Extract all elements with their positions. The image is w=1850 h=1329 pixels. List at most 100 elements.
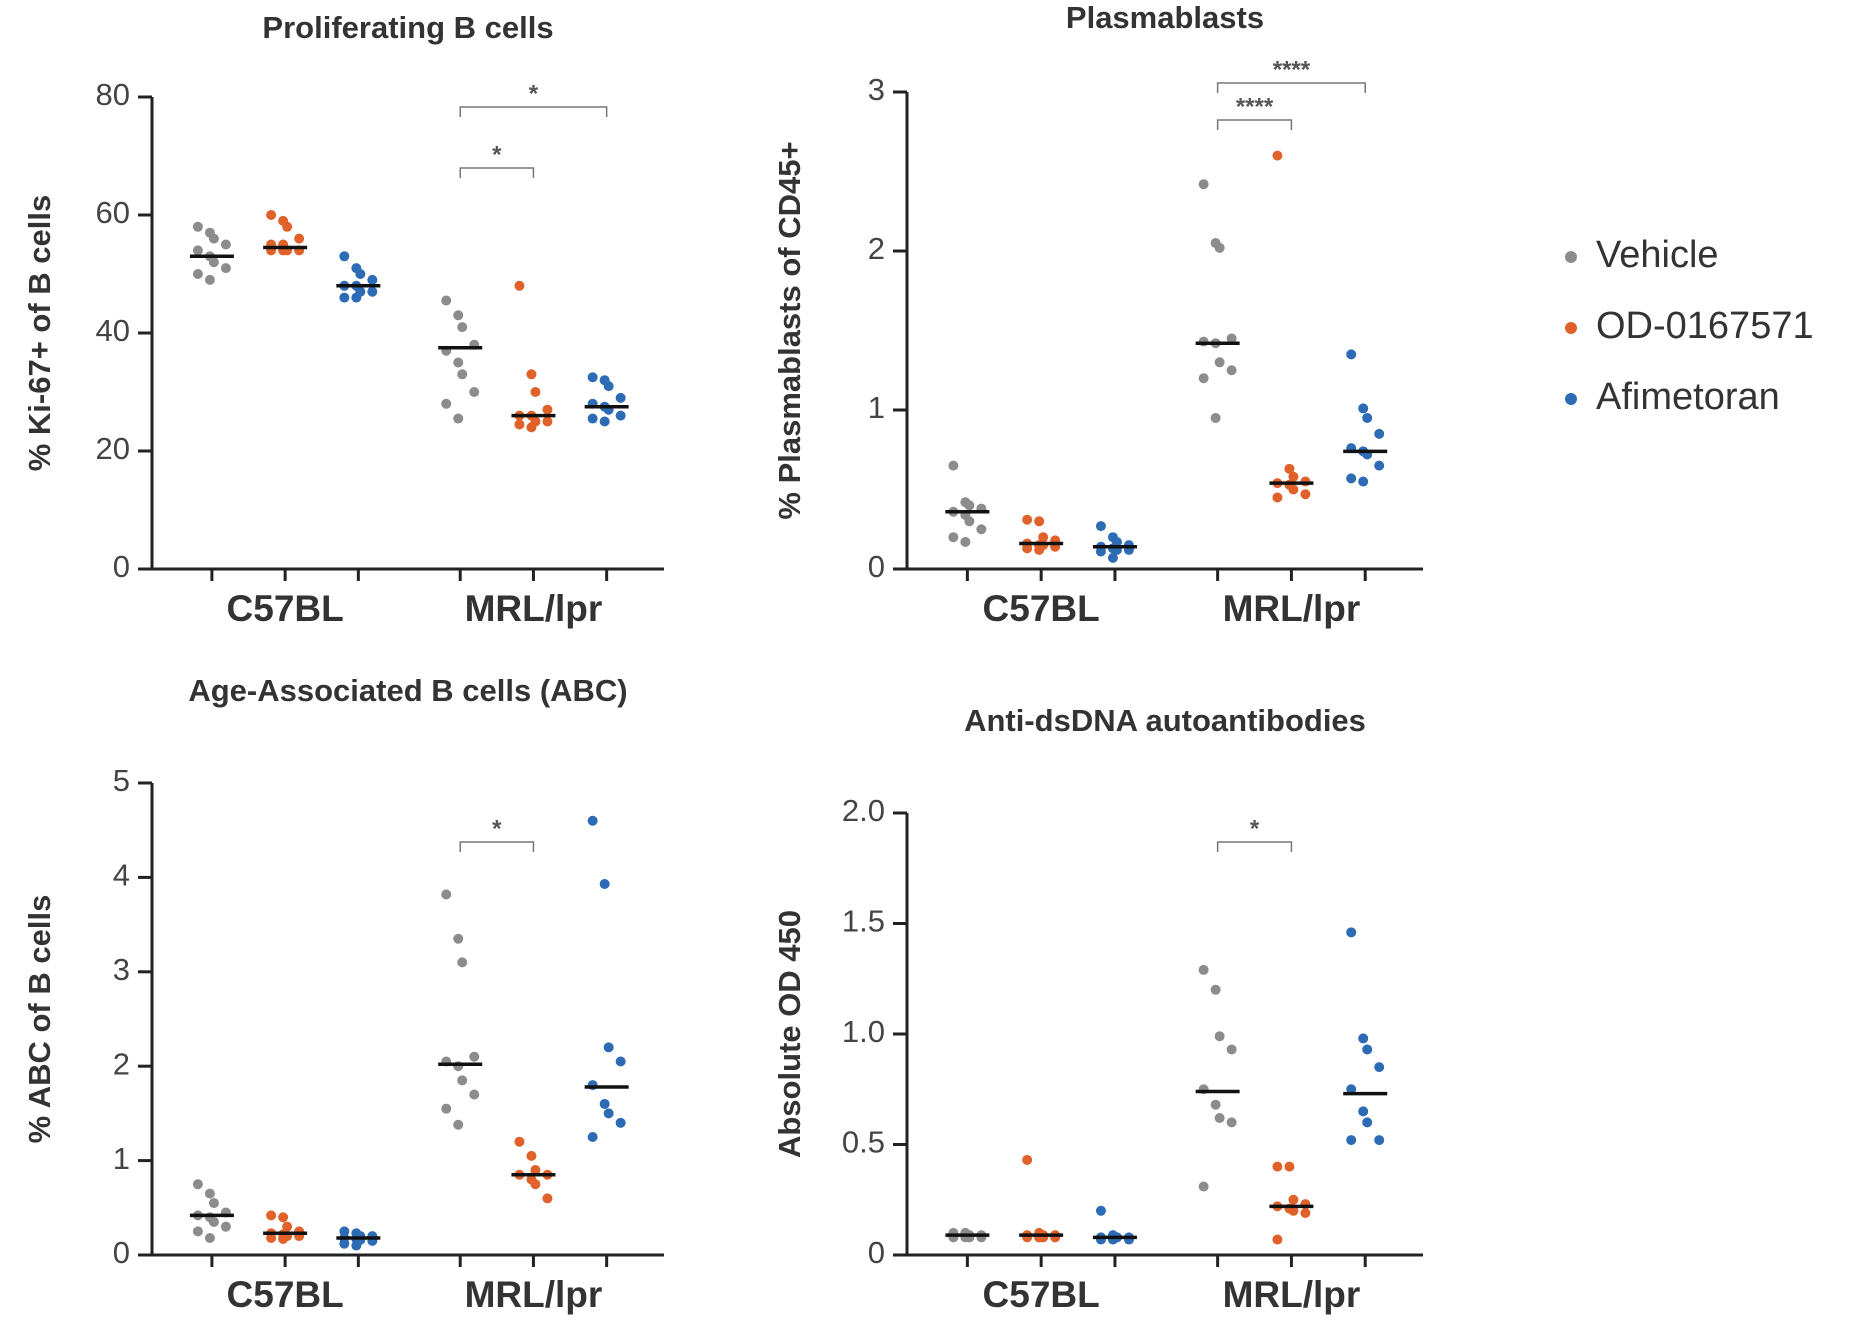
data-point xyxy=(1272,492,1283,503)
data-point xyxy=(1288,471,1299,482)
data-point xyxy=(1300,489,1311,500)
data-point xyxy=(1107,552,1118,563)
data-point xyxy=(530,1165,541,1176)
data-point xyxy=(1358,1033,1369,1044)
y-tick-label: 4 xyxy=(113,858,130,893)
data-point xyxy=(1362,1117,1373,1128)
data-point xyxy=(587,815,598,826)
data-point xyxy=(1214,357,1225,368)
data-point xyxy=(1362,1044,1373,1055)
data-point xyxy=(1095,1205,1106,1216)
data-point xyxy=(441,889,452,900)
significance-bracket xyxy=(1216,82,1366,93)
data-point xyxy=(469,1051,480,1062)
data-point xyxy=(514,1136,525,1147)
x-tick-label: MRL/lpr xyxy=(1223,588,1361,629)
data-point xyxy=(964,500,975,511)
data-point xyxy=(351,292,362,303)
data-point xyxy=(1346,473,1357,484)
data-point xyxy=(1300,1208,1311,1219)
data-point xyxy=(1346,927,1357,938)
significance-label: **** xyxy=(1236,93,1274,120)
data-point xyxy=(457,322,468,333)
data-point xyxy=(192,1179,203,1190)
data-point xyxy=(220,1221,231,1232)
data-point xyxy=(1346,349,1357,360)
data-point xyxy=(1272,150,1283,161)
y-tick-label: 40 xyxy=(96,313,130,348)
data-point xyxy=(603,1108,614,1119)
data-point xyxy=(1272,1234,1283,1245)
data-point xyxy=(615,410,626,421)
chart-title: Age-Associated B cells (ABC) xyxy=(188,673,627,708)
data-point xyxy=(469,387,480,397)
data-point xyxy=(1022,1154,1033,1165)
data-point xyxy=(1210,1099,1221,1110)
data-point xyxy=(599,879,610,890)
data-point xyxy=(1358,476,1369,487)
data-point xyxy=(1210,984,1221,995)
y-tick-label: 1 xyxy=(113,1141,130,1176)
data-point xyxy=(453,310,464,321)
y-tick-label: 0 xyxy=(868,549,885,584)
y-tick-label: 0.5 xyxy=(842,1125,885,1160)
data-point xyxy=(603,381,614,392)
significance-bracket xyxy=(459,167,535,178)
significance-label: * xyxy=(1250,815,1260,842)
data-point xyxy=(964,516,975,527)
data-point xyxy=(278,1233,289,1244)
y-tick-label: 2 xyxy=(113,1046,130,1081)
data-point xyxy=(469,1089,480,1100)
y-tick-label: 60 xyxy=(96,195,130,230)
data-point xyxy=(1374,460,1385,471)
x-tick-label: MRL/lpr xyxy=(465,588,603,629)
y-tick-label: 2 xyxy=(868,231,885,266)
x-tick-label: C57BL xyxy=(227,588,344,629)
data-point xyxy=(1198,179,1209,190)
data-point xyxy=(1362,412,1373,423)
data-point xyxy=(530,387,541,397)
y-tick-label: 5 xyxy=(113,763,130,798)
significance-bracket xyxy=(459,106,608,117)
y-axis-label: % ABC of B cells xyxy=(22,895,57,1144)
data-point xyxy=(599,1098,610,1109)
data-point xyxy=(1034,516,1045,527)
data-point xyxy=(1358,1106,1369,1117)
data-point xyxy=(266,210,277,220)
x-tick-label: MRL/lpr xyxy=(465,1274,603,1315)
data-point xyxy=(339,251,350,262)
y-tick-label: 3 xyxy=(113,952,130,987)
data-point xyxy=(367,286,378,297)
data-point xyxy=(1346,1135,1357,1146)
data-point xyxy=(1288,1194,1299,1205)
data-point xyxy=(339,292,350,303)
y-axis-label: % Ki-67+ of B cells xyxy=(22,195,57,472)
data-point xyxy=(208,257,219,268)
data-point xyxy=(192,1226,203,1237)
data-point xyxy=(1034,544,1045,555)
chart-title: Plasmablasts xyxy=(1066,0,1264,35)
chart-title: Proliferating B cells xyxy=(262,10,553,45)
significance-bracket xyxy=(1216,119,1293,130)
data-point xyxy=(453,1119,464,1130)
y-tick-label: 1.0 xyxy=(842,1014,885,1049)
data-point xyxy=(367,274,378,285)
data-point xyxy=(1210,412,1221,423)
data-point xyxy=(1095,521,1106,532)
y-tick-label: 3 xyxy=(868,72,885,107)
data-point xyxy=(457,1075,468,1086)
legend-marker xyxy=(1565,322,1577,334)
data-point xyxy=(192,269,203,279)
data-point xyxy=(1198,964,1209,975)
data-point xyxy=(542,416,553,427)
data-point xyxy=(1284,1161,1295,1172)
data-point xyxy=(282,221,293,232)
y-tick-label: 1 xyxy=(868,390,885,425)
data-point xyxy=(514,280,525,291)
data-point xyxy=(1022,514,1033,525)
data-point xyxy=(1288,484,1299,495)
data-point xyxy=(1284,463,1295,474)
significance-bracket xyxy=(1216,841,1293,852)
significance-label: * xyxy=(492,141,502,168)
x-tick-label: C57BL xyxy=(983,588,1100,629)
